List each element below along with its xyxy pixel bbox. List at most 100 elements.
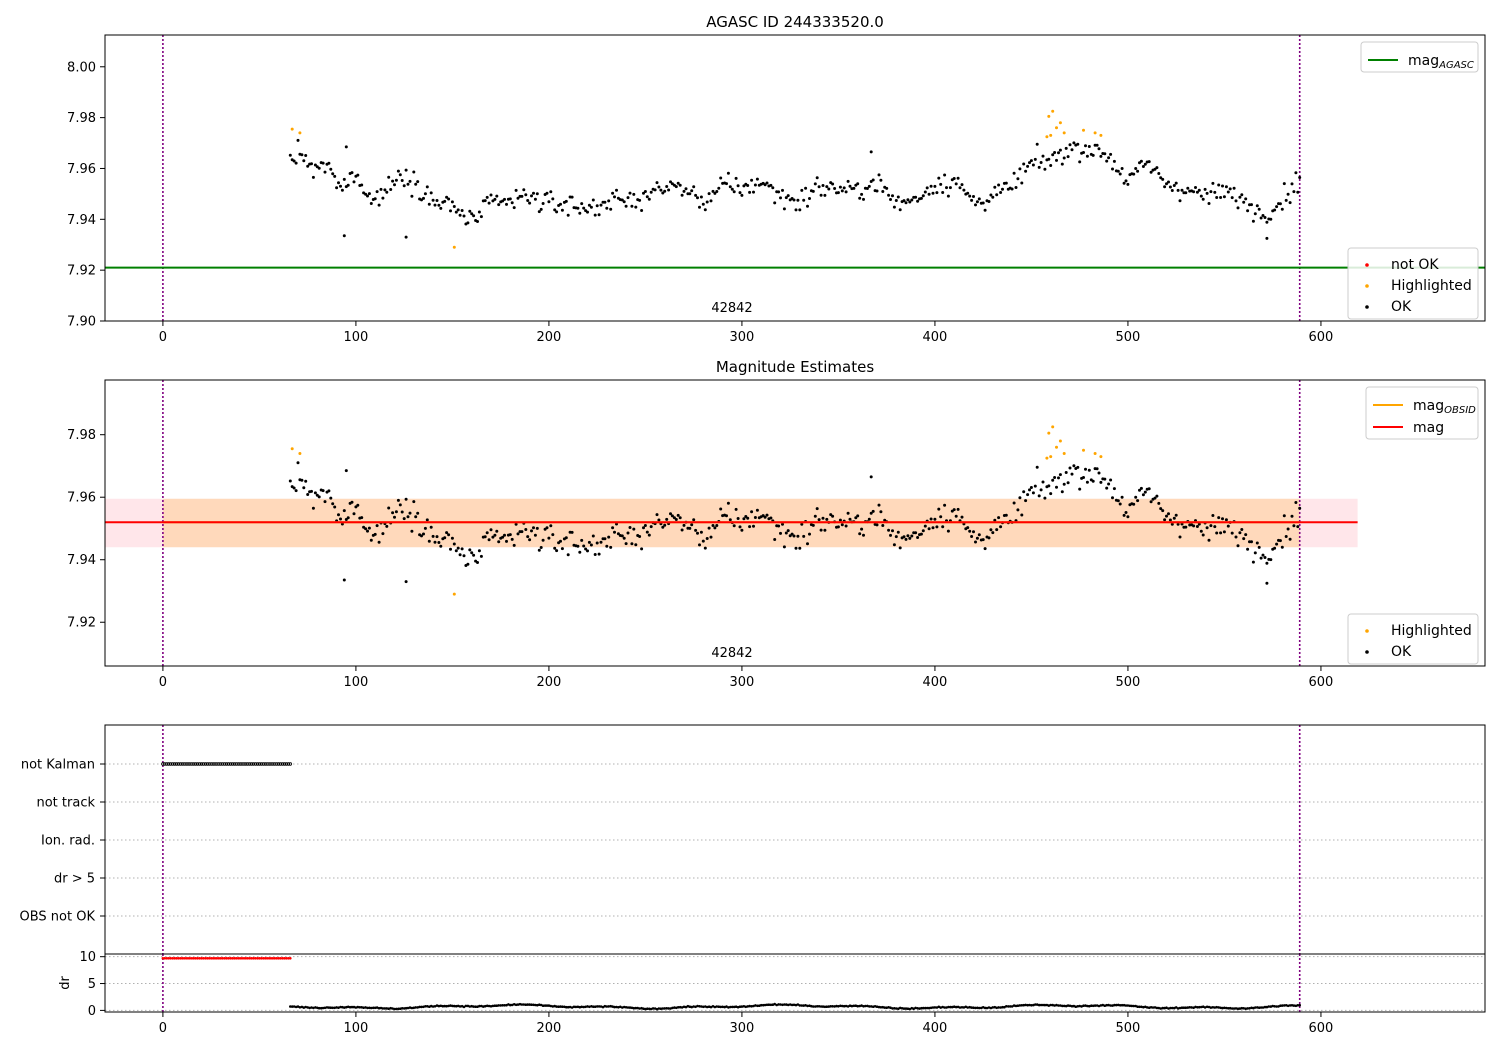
point-ok [1278,539,1282,543]
point-ok [628,191,632,195]
dr-point [485,1004,489,1008]
point-ok [755,177,759,181]
point-ok [1107,482,1111,486]
point-ok [1014,186,1018,189]
dr-point-flagged [238,957,242,960]
flag-point-not-kalman [282,762,287,766]
point-ok [1068,143,1072,147]
point-ok [941,525,945,529]
point-ok [1286,192,1290,196]
dr-point [418,1005,421,1009]
point-ok [1265,561,1269,565]
dr-point [815,1005,819,1008]
point-ok [1155,494,1159,498]
point-ok [599,203,603,207]
dr-point [841,1004,844,1008]
point-ok [342,578,346,582]
dr-point [1209,1006,1213,1009]
point-ok [1072,141,1076,145]
point-ok [869,511,873,515]
dr-point [769,1003,773,1007]
point-ok [987,200,991,203]
point-ok [1205,191,1209,195]
point-ok [394,178,398,182]
point-ok [798,208,802,212]
point-ok [528,538,532,542]
dr-point-flagged [275,957,279,960]
dr-point [667,1007,670,1010]
point-ok [1217,516,1221,520]
point-ok [643,524,647,527]
point-ok [533,197,537,201]
dr-point [375,1006,379,1009]
point-ok [570,195,574,199]
dr-point [325,1006,329,1009]
point-ok [983,547,987,551]
point-ok [1111,167,1114,171]
point-ok [292,486,296,490]
dr-point [763,1003,767,1007]
point-ok [317,495,321,499]
point-highlighted [298,452,302,455]
point-ok [991,531,995,535]
point-ok [578,550,582,554]
point-ok [294,489,298,493]
point-ok [860,192,864,196]
point-ok [404,497,408,501]
point-ok [1070,148,1074,152]
point-ok [1143,162,1147,166]
dr-point [974,1006,977,1010]
dr-point-flagged [169,957,172,960]
point-ok [678,516,682,520]
point-ok [798,546,802,550]
dr-point [1248,1007,1251,1010]
dr-point [1145,1006,1149,1009]
point-ok [808,197,811,200]
point-ok [858,196,862,200]
dr-point [292,1005,296,1008]
point-ok [1147,487,1151,491]
dr-point [522,1003,526,1006]
point-ok [609,545,613,549]
point-ok [1095,467,1099,471]
flag-point-not-kalman [277,762,281,766]
point-ok [862,197,865,201]
point-ok [1091,479,1095,483]
flag-point-not-kalman [284,762,289,766]
point-ok [1167,512,1170,516]
point-ok [580,538,584,542]
point-ok [458,553,462,557]
point-ok [479,554,483,558]
flag-category-label: not Kalman [21,758,95,773]
flag-point-not-kalman [205,762,209,766]
point-ok [1012,501,1016,505]
point-ok [1163,518,1167,522]
point-ok [699,195,703,199]
dr-point [588,1005,591,1009]
point-ok [375,190,379,194]
dr-point [991,1006,995,1009]
point-ok [344,469,348,473]
point-ok [736,517,740,520]
dr-point [478,1004,481,1008]
point-ok [1082,476,1085,479]
point-ok [1111,496,1114,500]
point-ok [952,508,956,512]
x-tick-label: 300 [730,1021,755,1036]
point-ok [333,174,337,178]
point-ok [1051,478,1055,482]
dr-point [1105,1003,1108,1007]
point-ok [1060,490,1064,494]
point-ok [1163,185,1167,189]
point-ok [956,176,960,180]
dr-point [599,1005,603,1008]
dr-point [383,1007,387,1010]
point-ok [1178,199,1182,203]
point-ok [696,531,699,535]
point-ok [541,538,545,542]
point-ok [993,185,997,189]
point-ok [647,197,651,201]
point-ok [337,181,340,185]
dr-point-flagged [192,957,196,960]
point-ok [769,516,773,520]
